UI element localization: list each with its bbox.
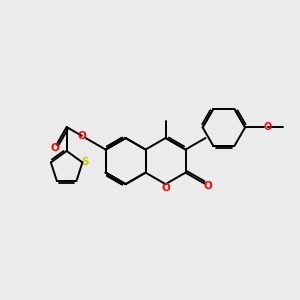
Text: O: O xyxy=(161,183,170,193)
Text: O: O xyxy=(204,181,212,190)
Text: S: S xyxy=(81,157,89,166)
Text: O: O xyxy=(78,131,86,141)
Text: O: O xyxy=(264,122,272,132)
Text: O: O xyxy=(50,143,59,153)
